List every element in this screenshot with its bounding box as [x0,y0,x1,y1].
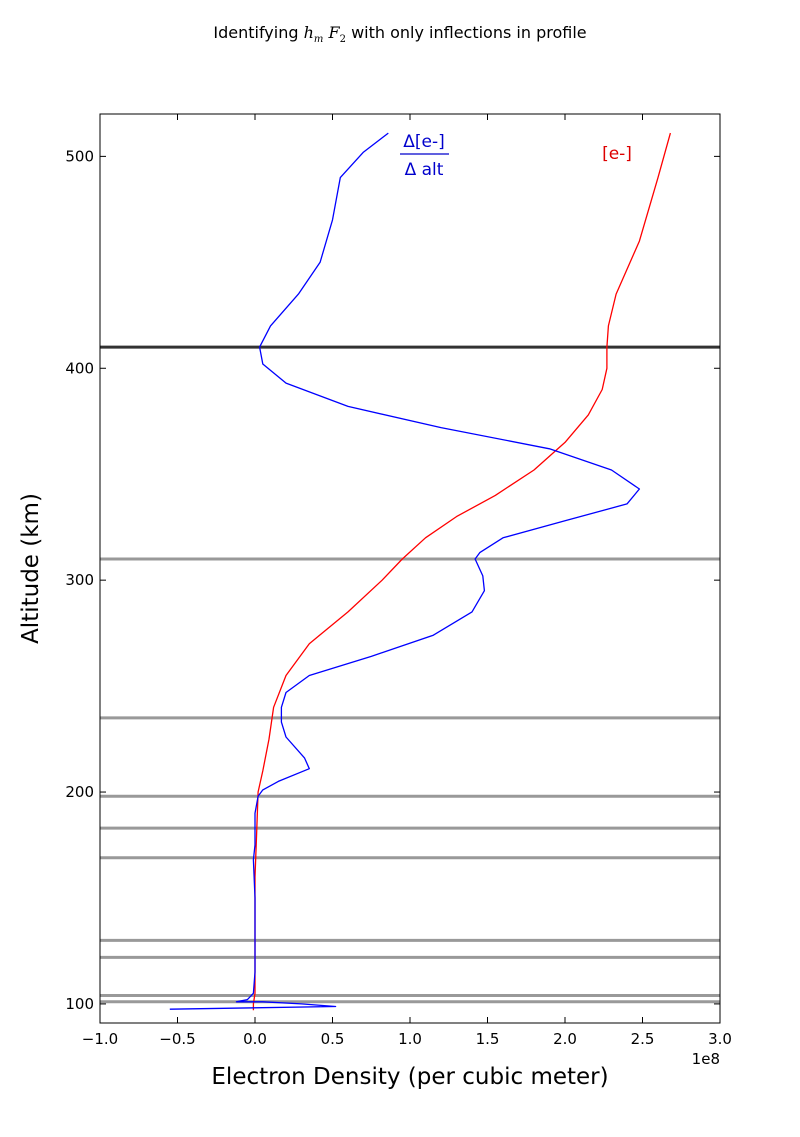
title-two: 2 [340,34,346,45]
x-tick-label: −0.5 [159,1030,195,1048]
y-tick-label: 400 [65,359,94,377]
title-F: F [328,23,341,42]
y-tick-label: 100 [65,995,94,1013]
y-tick-label: 500 [65,147,94,165]
derivative-denominator: Δ alt [405,160,444,180]
x-tick-label: 1.0 [398,1030,422,1048]
plot-frame [99,113,721,1024]
series-line-1 [169,132,641,1010]
tick-layer: −1.0 −0.5 0.0 0.5 1.0 1.5 2.0 2.5 3.0 100 200 300 40… [65,114,732,1048]
title-m: m [314,34,323,45]
y-axis-label: Altitude (km) [18,493,44,644]
y-tick-label: 200 [65,783,94,801]
derivative-numerator: Δ[e-] [403,132,445,152]
title-post: with only inflections in profile [346,23,587,42]
chart-title: Identifying hm F2 with only inflections … [213,23,586,45]
x-tick-label: 0.5 [321,1030,345,1048]
x-tick-label: 3.0 [708,1030,732,1048]
hline-layer [100,345,720,1004]
series-line-0 [252,132,672,1011]
annotation-density: [e-] [602,144,632,164]
x-tick-label: 1.5 [476,1030,500,1048]
x-axis-label: Electron Density (per cubic meter) [211,1064,608,1090]
x-offset-label: 1e8 [692,1050,720,1068]
series-layer [169,132,672,1011]
annotation-derivative: Δ[e-] Δ alt [400,132,449,180]
y-tick-label: 300 [65,571,94,589]
x-tick-label: 2.0 [553,1030,577,1048]
x-tick-label: 0.0 [243,1030,267,1048]
x-tick-label: 2.5 [631,1030,655,1048]
title-h: h [304,23,314,42]
x-tick-label: −1.0 [82,1030,118,1048]
title-pre: Identifying [213,23,303,42]
